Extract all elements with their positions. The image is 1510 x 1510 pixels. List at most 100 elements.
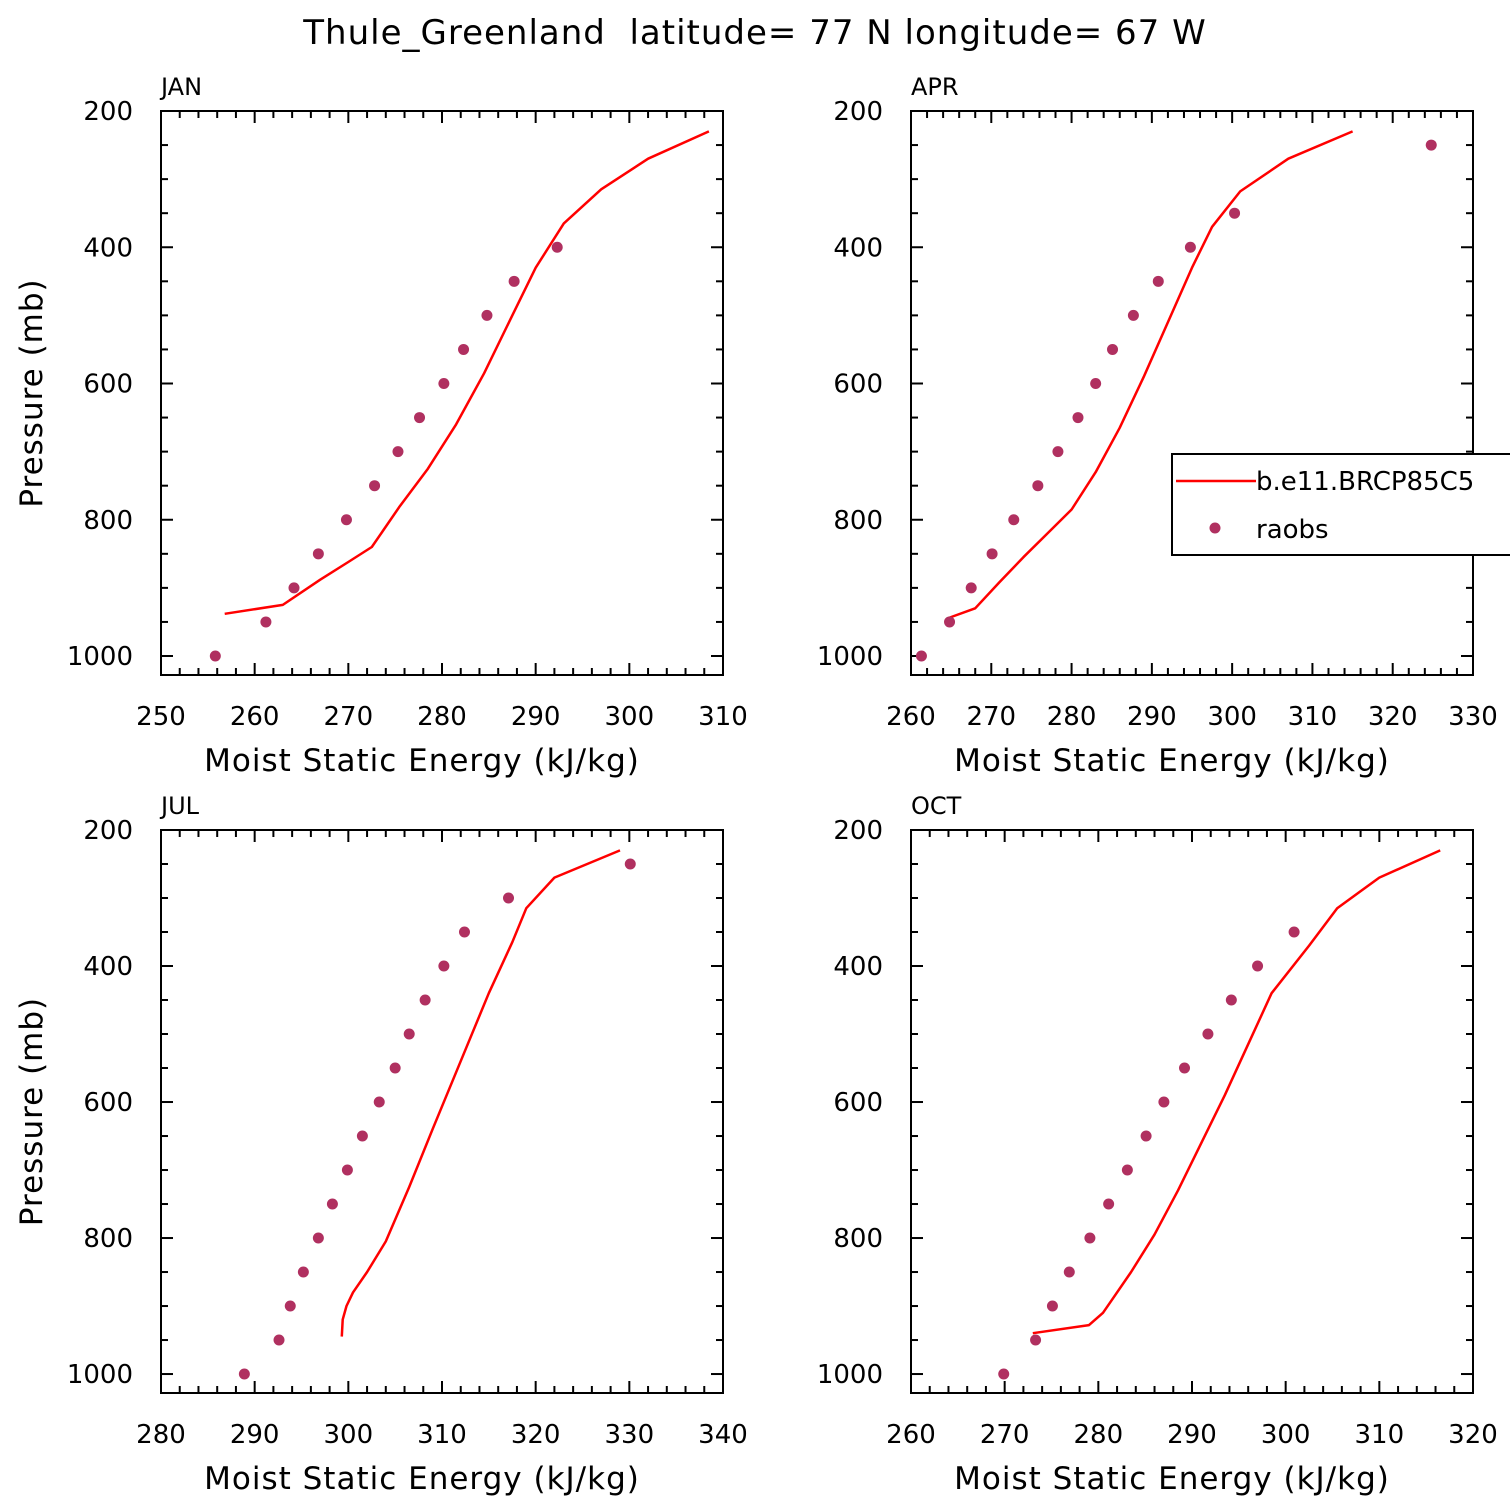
x-tick-label: 330 [605, 1420, 655, 1450]
obs-point [209, 650, 221, 662]
obs-point [1179, 1062, 1191, 1074]
panel-oct: 260 270 280 290 300 310 320 200 400 600 800 1000 Moi… [817, 792, 1498, 1497]
x-tick-label: 310 [417, 1420, 467, 1450]
obs-point [1072, 412, 1084, 424]
obs-point [312, 548, 324, 560]
obs-point [238, 1368, 250, 1380]
legend: b.e11.BRCP85C5 raobs [1171, 453, 1510, 556]
obs-point [414, 412, 426, 424]
x-tick-label: 340 [698, 1420, 748, 1450]
panel-jul: 280 290 300 310 320 330 340 200 400 600 800 1000 Moi… [14, 792, 748, 1497]
y-tick-label: 200 [83, 97, 133, 127]
y-tick-label: 1000 [817, 1360, 883, 1390]
obs-point [341, 1164, 353, 1176]
panel-jan: 250 260 270 280 290 300 310 200 400 600 800 1000 Moi… [14, 73, 748, 779]
obs-point [297, 1266, 309, 1278]
obs-point [1103, 1198, 1115, 1210]
obs-point [458, 343, 470, 355]
obs-point [1107, 343, 1119, 355]
x-tick-label: 330 [1448, 702, 1498, 732]
obs-point [260, 616, 272, 628]
x-tick-label: 270 [324, 702, 374, 732]
panel-label: APR [911, 73, 959, 101]
legend-label-model: b.e11.BRCP85C5 [1256, 467, 1474, 497]
x-tick-label: 290 [1127, 702, 1177, 732]
obs-point [356, 1130, 368, 1142]
obs-point [312, 1232, 324, 1244]
obs-point [1052, 446, 1064, 458]
model-line [340, 849, 621, 1337]
y-tick-label: 800 [833, 1224, 883, 1254]
x-tick-label: 260 [886, 1420, 936, 1450]
obs-point [419, 994, 431, 1006]
x-tick-label: 310 [1288, 702, 1338, 732]
y-axis-label: Pressure (mb) [14, 278, 50, 507]
model-line [1032, 849, 1441, 1335]
legend-label-obs: raobs [1256, 515, 1329, 545]
legend-marker-swatch [1209, 522, 1221, 534]
obs-point [1158, 1096, 1170, 1108]
y-tick-label: 800 [83, 506, 133, 536]
legend-box [1171, 453, 1510, 556]
obs-point [1090, 378, 1102, 389]
y-tick-label: 400 [833, 952, 883, 982]
obs-point [1032, 480, 1044, 492]
x-axis-label: Moist Static Energy (kJ/kg) [204, 1461, 640, 1497]
obs-point [1084, 1232, 1096, 1244]
x-tick-label: 280 [136, 1420, 186, 1450]
y-tick-label: 400 [83, 233, 133, 263]
obs-point [369, 480, 381, 492]
x-tick-label: 290 [230, 1420, 280, 1450]
figure-title: Thule_Greenland latitude= 77 N longitude… [302, 13, 1206, 53]
y-tick-label: 800 [833, 506, 883, 536]
obs-point [1008, 514, 1020, 526]
panel-label: OCT [911, 792, 962, 820]
obs-point [389, 1062, 401, 1074]
y-tick-label: 200 [833, 816, 883, 846]
y-tick-label: 1000 [817, 642, 883, 672]
x-tick-label: 290 [1167, 1420, 1217, 1450]
model-line [224, 130, 710, 616]
x-tick-label: 320 [1448, 1420, 1498, 1450]
x-tick-label: 290 [511, 702, 561, 732]
obs-point [915, 650, 927, 662]
obs-point [403, 1028, 415, 1040]
y-tick-label: 200 [833, 97, 883, 127]
plot-frame [160, 829, 724, 1394]
x-tick-label: 260 [886, 702, 936, 732]
y-tick-label: 1000 [67, 1360, 133, 1390]
y-tick-label: 400 [83, 952, 133, 982]
y-axis-label: Pressure (mb) [14, 997, 50, 1226]
obs-point [986, 548, 998, 560]
obs-point [944, 616, 956, 628]
obs-point [503, 892, 515, 904]
obs-point [1288, 926, 1300, 938]
x-tick-label: 250 [136, 702, 186, 732]
obs-point [438, 960, 450, 972]
x-tick-label: 320 [511, 1420, 561, 1450]
x-tick-label: 280 [417, 702, 467, 732]
obs-point [624, 858, 636, 870]
x-axis-label: Moist Static Energy (kJ/kg) [954, 743, 1390, 779]
x-tick-label: 320 [1368, 702, 1418, 732]
model-line [946, 130, 1354, 620]
obs-point [373, 1096, 385, 1108]
plot-frame [910, 110, 1474, 676]
obs-point [284, 1300, 296, 1312]
obs-point [340, 514, 352, 526]
obs-point [1425, 139, 1437, 151]
x-tick-label: 270 [966, 702, 1016, 732]
y-tick-label: 600 [833, 1088, 883, 1118]
y-tick-label: 800 [83, 1224, 133, 1254]
y-tick-label: 600 [83, 370, 133, 400]
x-axis-label: Moist Static Energy (kJ/kg) [204, 743, 640, 779]
obs-point [288, 582, 300, 594]
x-tick-label: 260 [230, 702, 280, 732]
obs-point [998, 1368, 1010, 1380]
obs-point [438, 378, 450, 389]
y-tick-label: 400 [833, 233, 883, 263]
y-tick-label: 1000 [67, 642, 133, 672]
y-tick-label: 200 [83, 816, 133, 846]
panels: 250 260 270 280 290 300 310 200 400 600 800 1000 Moi… [14, 73, 1510, 1497]
